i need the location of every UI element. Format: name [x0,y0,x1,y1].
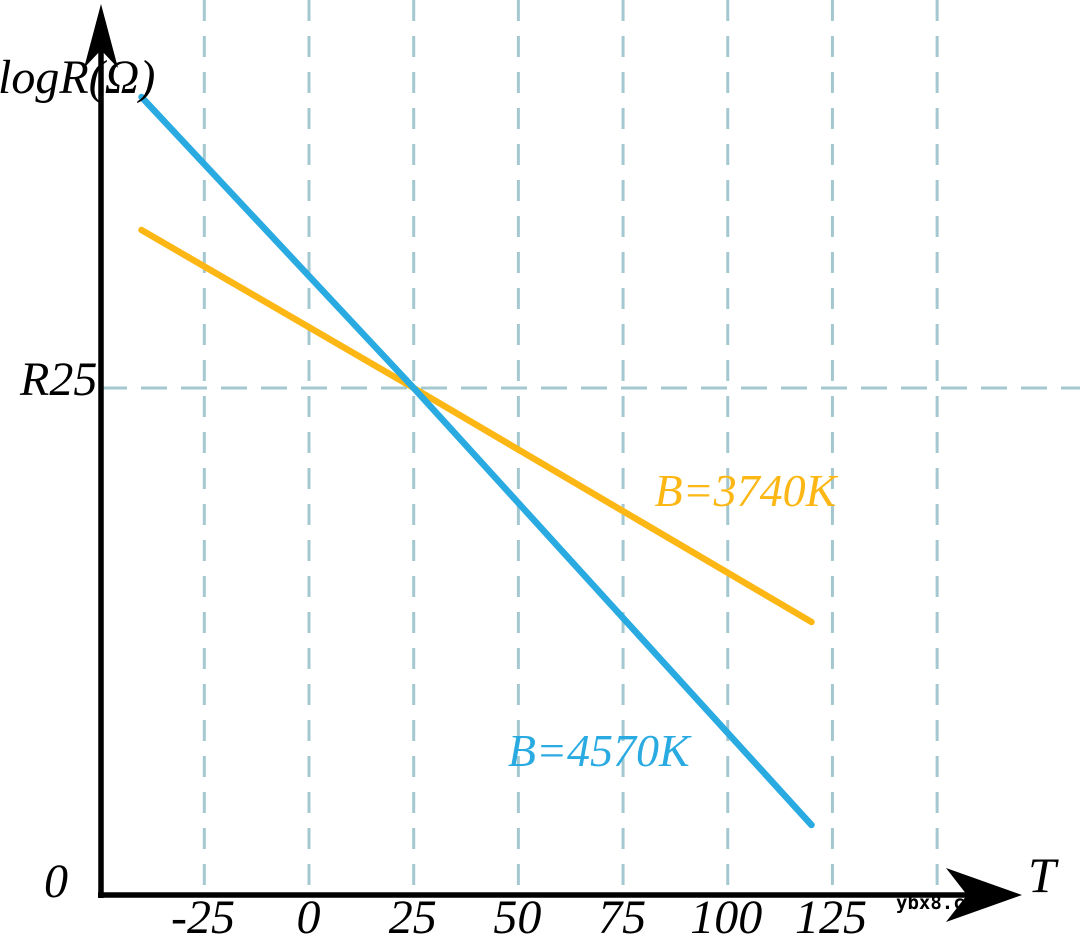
x-tick-label: 100 [690,891,763,943]
series-line-b-3740k [138,226,815,626]
series-label-b-3740k: B=3740K [654,465,837,516]
x-tick-label: 125 [794,891,867,943]
series-line-b-4570k [138,93,815,829]
y-axis-arrowhead-icon [84,4,118,68]
watermark: ybx8.cn [896,892,977,914]
r25-level-label: R25 [20,353,98,406]
axes [84,4,1022,922]
x-axis-arrowhead-icon [946,868,1022,922]
gridlines [202,0,939,890]
x-tick-label: 50 [493,891,542,943]
series-label-b-4570k: B=4570K [507,725,690,776]
series-lines [138,93,815,829]
x-tick-label: 0 [296,891,321,943]
origin-label: 0 [44,855,68,908]
y-axis-label: logR(Ω) [0,51,156,104]
x-tick-label: 25 [388,891,437,943]
x-axis-label: T [1028,847,1056,903]
x-tick-label: -25 [171,891,236,943]
x-tick-label: 75 [598,891,647,943]
